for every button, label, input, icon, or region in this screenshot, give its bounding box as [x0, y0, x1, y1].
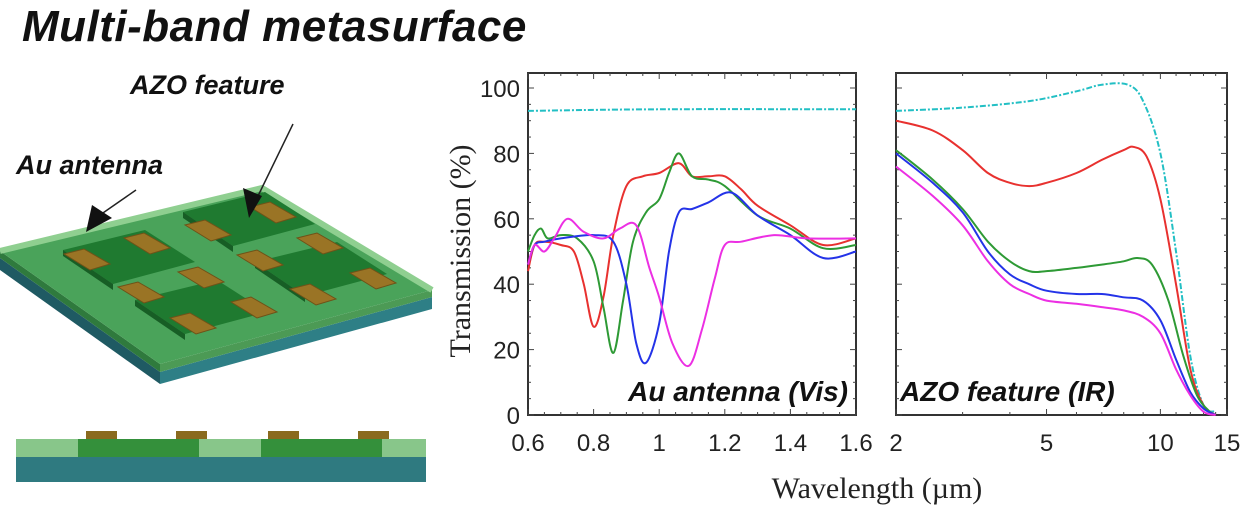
chart-annotation: AZO feature (IR): [899, 376, 1115, 407]
y-tick-label: 80: [493, 141, 520, 168]
series-line-blue: [527, 191, 857, 365]
au-antenna-label: Au antenna: [16, 150, 164, 180]
y-tick-label: 100: [480, 76, 520, 103]
series-line-red: [895, 119, 1217, 416]
film-side-right: [160, 290, 432, 372]
au-arrow-line: [99, 189, 137, 216]
series-line-cyan: [895, 82, 1217, 413]
series-line-magenta: [895, 165, 1216, 416]
au-antenna: [248, 201, 298, 224]
arrows: [86, 123, 294, 232]
au-antenna: [229, 296, 279, 319]
series-line-green: [527, 152, 857, 354]
y-tick-label: 40: [493, 272, 520, 299]
x-tick-label: 5: [1040, 430, 1053, 457]
substrate-side-right: [160, 297, 432, 384]
series-line-blue: [895, 152, 1217, 416]
x-axis-label: Wavelength (µm): [772, 472, 983, 505]
x-tick-label: 10: [1147, 430, 1174, 457]
cross-azo-feature: [261, 439, 382, 457]
au-antenna: [62, 248, 112, 271]
azo-feature: [255, 242, 387, 296]
y-axis-label: Transmission (%): [444, 144, 477, 357]
azo-feature-side: [255, 262, 305, 302]
azo-arrow-line: [257, 123, 294, 197]
figure-title: Multi-band metasurface: [22, 2, 527, 51]
azo-feature: [135, 280, 267, 334]
azo-arrow-head: [243, 188, 262, 218]
film-side-left: [0, 251, 160, 372]
azo-feature-label: AZO feature: [130, 70, 285, 100]
series-line-magenta: [527, 217, 857, 368]
substrate-side-left: [0, 258, 160, 384]
chart-ir: 2 5 10 15 AZO feature (IR): [889, 72, 1241, 457]
x-tick-label: 1.2: [708, 430, 741, 457]
au-antenna: [116, 281, 166, 304]
cross-au-antenna: [176, 431, 207, 439]
series-line-cyan: [527, 108, 857, 112]
series-line-green: [895, 149, 1217, 416]
x-tick-label: 15: [1214, 430, 1241, 457]
chart-vis: 0 20 40 60 80 100 0.6 0.8 1 1.2 1.4 1.6 Au antenna (…: [480, 72, 873, 457]
x-tick-label: 0.6: [511, 430, 544, 457]
au-antennas: [62, 201, 398, 335]
au-antenna: [295, 232, 345, 255]
x-tick-label: 1.6: [839, 430, 872, 457]
cross-substrate: [16, 457, 426, 482]
chart-annotation: Au antenna (Vis): [627, 376, 848, 407]
au-arrow-head: [86, 205, 112, 232]
y-tick-label: 60: [493, 207, 520, 234]
film-top: [0, 188, 432, 364]
x-tick-label: 1: [653, 430, 666, 457]
au-antenna: [235, 249, 285, 272]
cross-au-antenna: [268, 431, 299, 439]
y-tick-label: 0: [507, 403, 520, 430]
substrate-3d: [0, 184, 434, 384]
x-tick-label: 1.4: [774, 430, 807, 457]
cross-section: [16, 431, 426, 482]
au-antenna: [183, 219, 233, 242]
au-antenna: [348, 267, 398, 290]
cross-azo-feature: [78, 439, 199, 457]
azo-feature-side: [135, 300, 185, 340]
cross-au-antenna: [86, 431, 117, 439]
y-tick-label: 20: [493, 338, 520, 365]
au-antenna: [168, 312, 218, 335]
series-line-red: [527, 162, 857, 328]
au-antenna: [176, 266, 226, 289]
au-antenna: [122, 232, 172, 255]
x-tick-label: 0.8: [577, 430, 610, 457]
cross-au-antenna: [358, 431, 389, 439]
x-tick-label: 2: [889, 430, 902, 457]
au-antenna: [288, 283, 338, 306]
